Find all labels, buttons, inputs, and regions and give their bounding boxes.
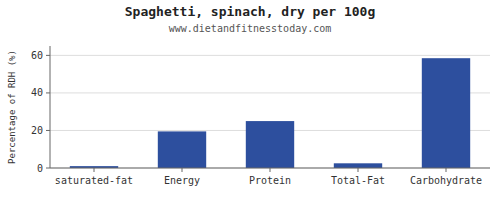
x-tick bbox=[182, 168, 183, 172]
grid bbox=[50, 55, 490, 168]
y-axis-label: Percentage of RDH (%) bbox=[7, 50, 17, 164]
x-tick-label: Total-Fat bbox=[331, 175, 385, 186]
y-tick bbox=[46, 130, 50, 131]
y-tick-label: 0 bbox=[37, 163, 43, 174]
y-tick bbox=[46, 168, 50, 169]
x-tick bbox=[358, 168, 359, 172]
x-tick bbox=[446, 168, 447, 172]
y-axis-line bbox=[50, 46, 51, 168]
subtitle: www.dietandfitnesstoday.com bbox=[169, 23, 332, 34]
x-tick-label: Energy bbox=[164, 175, 200, 186]
title: Spaghetti, spinach, dry per 100g bbox=[125, 4, 375, 19]
x-tick-label: Protein bbox=[249, 175, 291, 186]
bar bbox=[246, 121, 294, 168]
bars bbox=[70, 58, 470, 168]
x-tick-label: saturated-fat bbox=[55, 175, 133, 186]
y-tick-label: 20 bbox=[31, 125, 43, 136]
chart-container: Spaghetti, spinach, dry per 100g www.diet… bbox=[0, 0, 500, 200]
bar bbox=[334, 163, 382, 168]
x-tick bbox=[94, 168, 95, 172]
x-tick-label: Carbohydrate bbox=[410, 175, 482, 186]
y-tick bbox=[46, 92, 50, 93]
y-tick-label: 40 bbox=[31, 87, 43, 98]
y-tick-label: 60 bbox=[31, 50, 43, 61]
bar bbox=[158, 131, 206, 168]
y-tick bbox=[46, 55, 50, 56]
x-tick bbox=[270, 168, 271, 172]
bar bbox=[422, 58, 470, 168]
chart: Spaghetti, spinach, dry per 100g www.diet… bbox=[0, 0, 500, 200]
grid-line bbox=[50, 55, 490, 56]
